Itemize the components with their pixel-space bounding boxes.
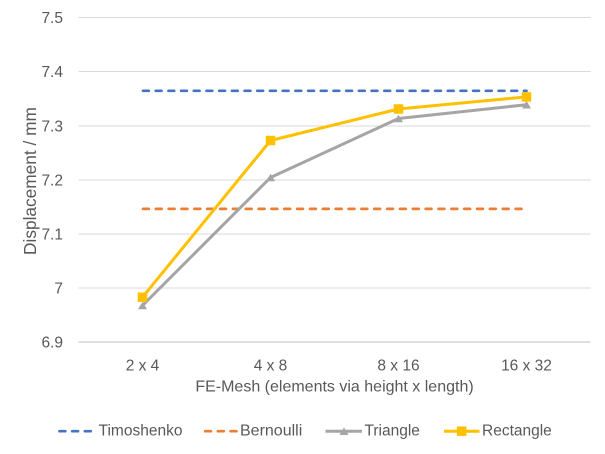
svg-text:16 x 32: 16 x 32 — [501, 357, 552, 374]
svg-text:Rectangle: Rectangle — [482, 422, 552, 439]
svg-text:Bernoulli: Bernoulli — [240, 422, 302, 439]
svg-text:Triangle: Triangle — [365, 422, 420, 439]
svg-text:7.2: 7.2 — [41, 172, 63, 189]
svg-text:2 x 4: 2 x 4 — [126, 357, 160, 374]
svg-text:8 x 16: 8 x 16 — [377, 357, 419, 374]
svg-text:7.3: 7.3 — [41, 118, 63, 135]
svg-text:7: 7 — [54, 280, 63, 297]
svg-text:Displacement / mm: Displacement / mm — [20, 107, 40, 255]
svg-text:7.4: 7.4 — [41, 64, 63, 81]
svg-text:4 x 8: 4 x 8 — [254, 357, 288, 374]
svg-text:6.9: 6.9 — [41, 334, 63, 351]
svg-text:7.1: 7.1 — [41, 226, 63, 243]
svg-text:FE-Mesh (elements via height x: FE-Mesh (elements via height x length) — [195, 379, 473, 396]
svg-text:7.5: 7.5 — [41, 10, 63, 27]
svg-text:Timoshenko: Timoshenko — [99, 422, 183, 439]
